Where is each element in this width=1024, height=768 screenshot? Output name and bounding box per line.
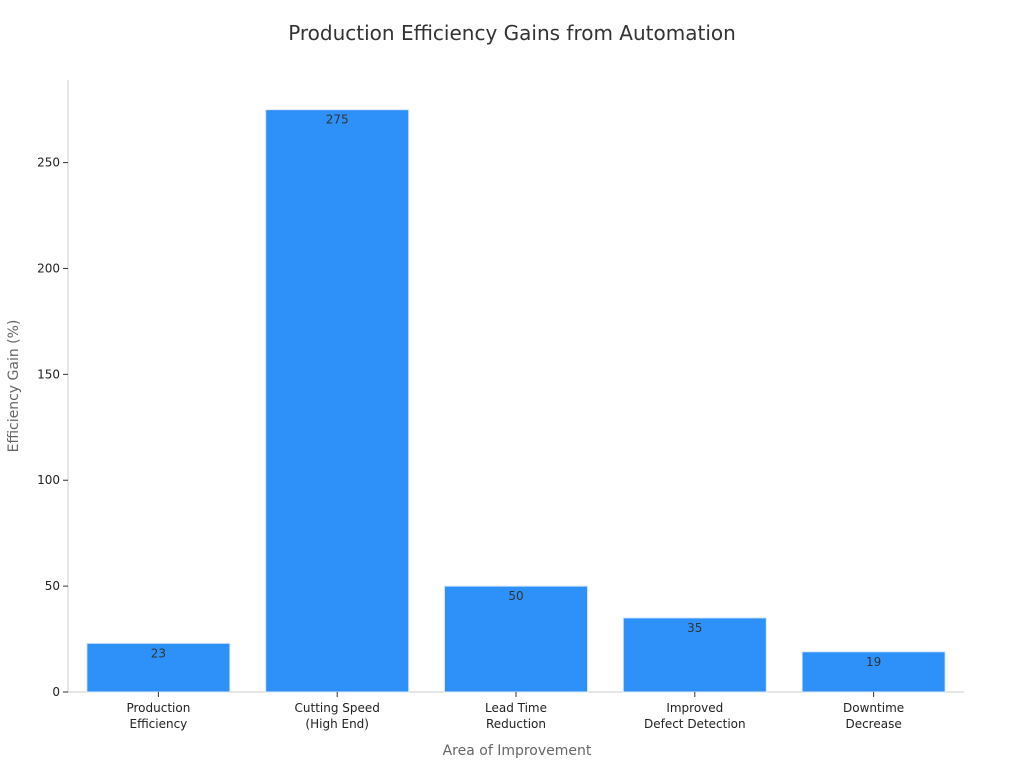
bars-group: 23 275 50 35 19 (86, 109, 946, 693)
bar (265, 109, 410, 693)
y-tick-label: 150 (37, 367, 60, 381)
x-axis-ticks: Production Efficiency Cutting Speed (High E… (126, 692, 904, 731)
x-tick-label: Cutting Speed (High End) (295, 701, 380, 731)
bar-value-label: 19 (866, 655, 881, 669)
x-tick-label: Improved Defect Detection (644, 701, 746, 731)
x-tick-label: Production Efficiency (126, 701, 190, 731)
x-axis-title: Area of Improvement (443, 743, 592, 759)
y-tick-label: 200 (37, 261, 60, 275)
bar-value-label: 275 (326, 113, 349, 127)
bar (801, 651, 946, 693)
bar (86, 642, 231, 693)
y-tick-label: 0 (52, 685, 60, 699)
x-tick-label-line: Improved (666, 701, 723, 715)
x-tick-label-line: (High End) (305, 717, 369, 731)
bar (443, 585, 589, 693)
y-tick-label: 250 (37, 156, 60, 170)
chart-title: Production Efficiency Gains from Automat… (288, 21, 736, 45)
bar-value-label: 23 (151, 646, 166, 660)
y-axis-title: Efficiency Gain (%) (6, 320, 22, 453)
x-tick-label-line: Defect Detection (644, 717, 746, 731)
bar-value-label: 35 (687, 621, 702, 635)
x-tick-label-line: Reduction (486, 717, 546, 731)
y-axis-ticks: 0 50 100 150 200 250 (37, 156, 68, 699)
x-tick-label-line: Cutting Speed (295, 701, 380, 715)
x-tick-label-line: Lead Time (485, 701, 547, 715)
x-tick-label-line: Downtime (843, 701, 904, 715)
x-tick-label-line: Production (126, 701, 190, 715)
x-tick-label-line: Decrease (845, 717, 901, 731)
y-tick-label: 100 (37, 473, 60, 487)
x-tick-label: Lead Time Reduction (485, 701, 547, 731)
x-tick-label: Downtime Decrease (843, 701, 904, 731)
x-tick-label-line: Efficiency (129, 717, 187, 731)
bar (622, 617, 767, 693)
bar-value-label: 50 (508, 589, 523, 603)
y-tick-label: 50 (45, 579, 60, 593)
